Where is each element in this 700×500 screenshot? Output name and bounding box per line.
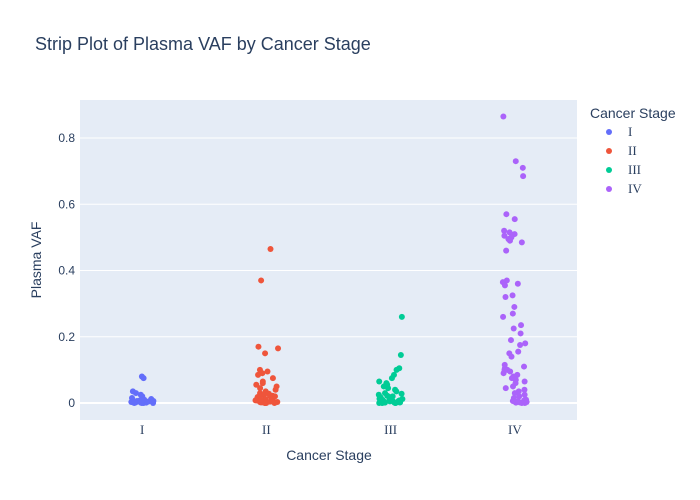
legend-label[interactable]: IV (628, 181, 642, 196)
data-point[interactable] (398, 313, 405, 320)
data-point[interactable] (506, 229, 513, 236)
y-axis-label: Plasma VAF (28, 222, 44, 299)
data-points (128, 113, 530, 406)
data-point[interactable] (515, 398, 522, 405)
data-point[interactable] (386, 398, 393, 405)
data-point[interactable] (509, 383, 516, 390)
data-point[interactable] (523, 399, 530, 406)
data-point[interactable] (272, 386, 279, 393)
data-point[interactable] (521, 363, 528, 370)
legend-marker[interactable] (606, 167, 612, 173)
data-point[interactable] (376, 378, 383, 385)
data-point[interactable] (515, 348, 522, 355)
data-point[interactable] (393, 388, 400, 395)
data-point[interactable] (509, 292, 516, 299)
data-point[interactable] (507, 337, 514, 344)
plot-background (80, 100, 577, 420)
data-point[interactable] (262, 350, 269, 357)
legend-label[interactable]: I (628, 124, 632, 139)
data-point[interactable] (521, 391, 528, 398)
data-point[interactable] (511, 390, 518, 397)
legend-label[interactable]: III (628, 162, 641, 177)
data-point[interactable] (377, 394, 384, 401)
data-point[interactable] (511, 303, 518, 310)
data-point[interactable] (395, 398, 402, 405)
data-point[interactable] (500, 113, 507, 120)
data-point[interactable] (259, 380, 266, 387)
legend-marker[interactable] (606, 186, 612, 192)
data-point[interactable] (501, 232, 508, 239)
data-point[interactable] (255, 371, 262, 378)
x-tick-labels: I II III IV (140, 422, 522, 437)
data-point[interactable] (519, 164, 526, 171)
data-point[interactable] (521, 386, 528, 393)
data-point[interactable] (522, 340, 529, 347)
legend-label[interactable]: II (628, 143, 637, 158)
data-point[interactable] (514, 280, 521, 287)
data-point[interactable] (502, 385, 509, 392)
data-point[interactable] (385, 385, 392, 392)
x-tick-label: IV (508, 422, 522, 437)
x-tick-label: III (384, 422, 397, 437)
y-tick-label: 0.6 (58, 197, 75, 211)
x-tick-label: I (140, 422, 144, 437)
data-point[interactable] (516, 393, 523, 400)
data-point[interactable] (264, 368, 271, 375)
chart-title: Strip Plot of Plasma VAF by Cancer Stage (35, 34, 371, 54)
data-point[interactable] (388, 375, 395, 382)
legend-marker[interactable] (606, 129, 612, 135)
data-point[interactable] (517, 330, 524, 337)
data-point[interactable] (511, 216, 518, 223)
x-tick-label: II (262, 422, 271, 437)
data-point[interactable] (393, 366, 400, 373)
data-point[interactable] (398, 390, 405, 397)
legend-marker[interactable] (606, 148, 612, 154)
x-axis-label: Cancer Stage (286, 447, 372, 463)
data-point[interactable] (500, 370, 507, 377)
data-point[interactable] (508, 353, 515, 360)
data-point[interactable] (140, 375, 147, 382)
data-point[interactable] (257, 396, 264, 403)
data-point[interactable] (509, 310, 516, 317)
data-point[interactable] (512, 158, 519, 165)
data-point[interactable] (267, 245, 274, 252)
data-point[interactable] (518, 239, 525, 246)
y-tick-label: 0 (68, 396, 75, 410)
data-point[interactable] (518, 322, 525, 329)
data-point[interactable] (507, 368, 514, 375)
data-point[interactable] (506, 237, 513, 244)
data-point[interactable] (131, 398, 138, 405)
y-tick-label: 0.8 (58, 131, 75, 145)
data-point[interactable] (510, 325, 517, 332)
data-point[interactable] (132, 390, 139, 397)
data-point[interactable] (503, 211, 510, 218)
y-gridlines (80, 137, 577, 404)
data-point[interactable] (520, 173, 527, 180)
y-tick-label: 0.2 (58, 330, 75, 344)
data-point[interactable] (258, 277, 265, 284)
data-point[interactable] (502, 294, 509, 300)
data-point[interactable] (150, 400, 157, 406)
data-point[interactable] (275, 345, 282, 352)
y-tick-labels: 0 0.2 0.4 0.6 0.8 (58, 131, 75, 410)
data-point[interactable] (140, 397, 147, 404)
data-point[interactable] (503, 247, 510, 254)
data-point[interactable] (500, 313, 507, 320)
data-point[interactable] (397, 351, 404, 358)
data-point[interactable] (501, 282, 508, 289)
data-point[interactable] (255, 343, 262, 350)
data-point[interactable] (269, 375, 276, 382)
data-point[interactable] (521, 378, 528, 385)
data-point[interactable] (257, 385, 264, 392)
data-point[interactable] (517, 342, 524, 349)
y-tick-label: 0.4 (58, 264, 75, 278)
legend-title: Cancer Stage (590, 105, 676, 121)
data-point[interactable] (501, 227, 508, 234)
data-point[interactable] (271, 393, 278, 400)
